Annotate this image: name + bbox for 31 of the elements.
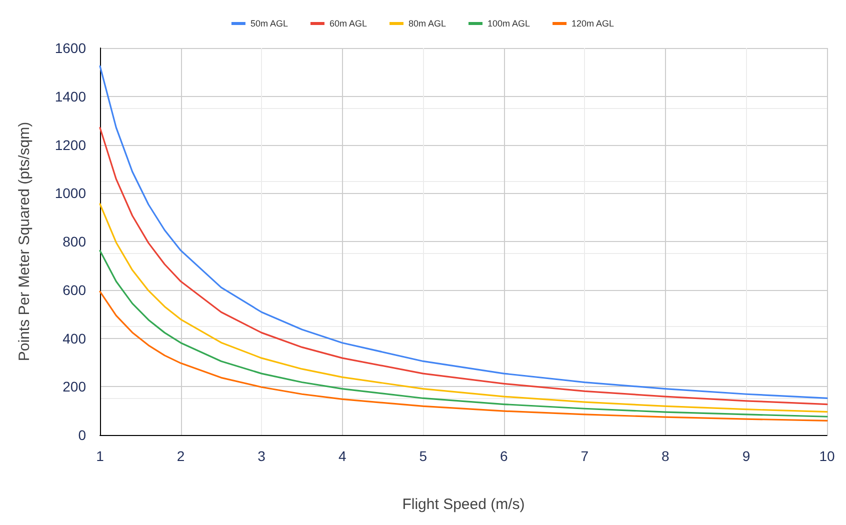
legend-label: 80m AGL xyxy=(408,18,446,28)
y-tick-label: 800 xyxy=(62,234,86,250)
x-tick-label: 5 xyxy=(419,448,428,464)
y-axis-title: Points Per Meter Squared (pts/sqm) xyxy=(16,122,33,362)
y-tick-label: 1000 xyxy=(54,185,86,202)
x-tick-label: 7 xyxy=(580,448,589,464)
y-tick-label: 200 xyxy=(62,378,86,395)
legend-label: 60m AGL xyxy=(329,18,367,28)
legend-label: 120m AGL xyxy=(572,18,614,28)
x-tick-label: 1 xyxy=(96,448,104,464)
x-tick-label: 2 xyxy=(176,448,185,464)
x-tick-label: 6 xyxy=(500,448,508,464)
y-tick-label: 1600 xyxy=(54,40,86,56)
x-axis-title: Flight Speed (m/s) xyxy=(402,496,525,513)
y-tick-label: 0 xyxy=(78,427,86,443)
y-tick-label: 1400 xyxy=(54,88,86,104)
x-tick-label: 3 xyxy=(258,448,266,464)
line-series xyxy=(99,203,828,413)
legend-label: 100m AGL xyxy=(488,18,530,28)
y-tick-label: 600 xyxy=(62,282,86,298)
x-tick-label: 4 xyxy=(338,448,346,464)
x-tick-label: 9 xyxy=(742,448,750,464)
line-series xyxy=(99,290,828,422)
x-tick-label: 10 xyxy=(819,448,835,464)
y-tick-label: 1200 xyxy=(54,136,86,153)
x-tick-label: 8 xyxy=(662,448,670,464)
y-tick-label: 400 xyxy=(62,330,86,346)
line-series xyxy=(99,65,828,400)
line-series xyxy=(99,250,828,418)
legend-label: 50m AGL xyxy=(250,18,288,28)
line-series xyxy=(99,127,828,406)
